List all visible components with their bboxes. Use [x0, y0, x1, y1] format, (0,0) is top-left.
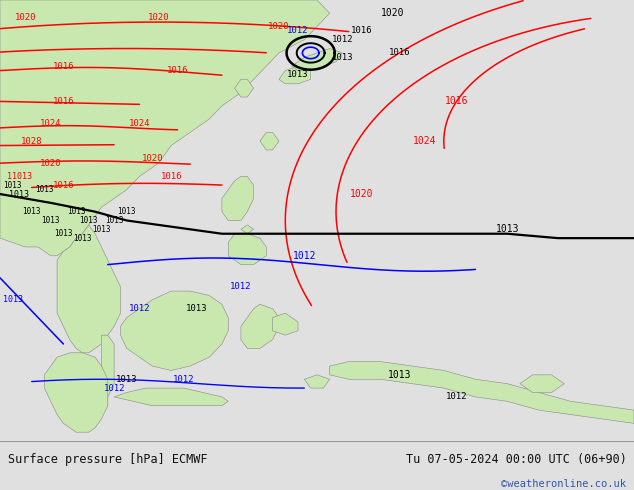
Text: 1013: 1013: [9, 190, 29, 198]
Polygon shape: [520, 375, 564, 392]
Text: 1020: 1020: [148, 13, 169, 22]
Text: 11013: 11013: [6, 172, 32, 181]
Text: 1020: 1020: [381, 8, 405, 18]
Text: 1013: 1013: [22, 207, 41, 216]
Text: 1013: 1013: [35, 185, 54, 194]
Polygon shape: [279, 66, 311, 84]
Polygon shape: [292, 49, 342, 71]
Polygon shape: [228, 234, 266, 265]
Polygon shape: [241, 304, 279, 348]
Polygon shape: [101, 335, 114, 415]
Text: Surface pressure [hPa] ECMWF: Surface pressure [hPa] ECMWF: [8, 453, 207, 466]
Text: 1013: 1013: [3, 295, 23, 304]
Text: 1013: 1013: [79, 216, 98, 225]
Text: 1024: 1024: [129, 119, 150, 128]
Text: 1020: 1020: [268, 22, 290, 31]
Polygon shape: [273, 313, 298, 335]
Polygon shape: [304, 375, 330, 388]
Polygon shape: [114, 388, 228, 406]
Text: 1016: 1016: [160, 172, 182, 181]
Text: 1013: 1013: [105, 216, 124, 225]
Text: 1016: 1016: [389, 49, 410, 57]
Text: 1016: 1016: [53, 62, 74, 71]
Text: 1016: 1016: [53, 181, 74, 190]
Text: 1016: 1016: [167, 66, 188, 75]
Text: 1013: 1013: [54, 229, 73, 238]
Text: 1012: 1012: [287, 26, 309, 35]
Polygon shape: [120, 291, 228, 370]
Polygon shape: [44, 353, 108, 432]
Polygon shape: [235, 79, 254, 97]
Text: 1013: 1013: [3, 181, 22, 190]
Text: 1016: 1016: [351, 26, 372, 35]
Text: 1028: 1028: [21, 137, 42, 146]
Text: 1012: 1012: [173, 375, 195, 384]
Text: 1013: 1013: [41, 216, 60, 225]
Text: 1016: 1016: [53, 97, 74, 106]
Text: 1013: 1013: [287, 71, 309, 79]
Text: 1013: 1013: [332, 53, 353, 62]
Text: 1012: 1012: [103, 384, 125, 392]
Text: 1013: 1013: [387, 370, 411, 380]
Text: 1013: 1013: [186, 304, 207, 313]
Text: 1020: 1020: [15, 13, 36, 22]
Text: 1012: 1012: [230, 282, 252, 291]
Text: 1012: 1012: [129, 304, 150, 313]
Text: 1020: 1020: [40, 159, 61, 168]
Polygon shape: [241, 225, 254, 234]
Text: 1024: 1024: [40, 119, 61, 128]
Text: 1013: 1013: [73, 234, 92, 243]
Polygon shape: [222, 176, 254, 220]
Text: 1013: 1013: [117, 207, 136, 216]
Text: 1012: 1012: [292, 251, 316, 261]
Polygon shape: [57, 225, 120, 353]
Text: ©weatheronline.co.uk: ©weatheronline.co.uk: [501, 479, 626, 489]
Text: 1013: 1013: [92, 225, 111, 234]
Text: 1012: 1012: [332, 35, 353, 44]
Text: 1012: 1012: [446, 392, 467, 401]
Polygon shape: [260, 132, 279, 150]
Polygon shape: [0, 0, 330, 256]
Text: 1020: 1020: [141, 154, 163, 163]
Text: 1020: 1020: [349, 189, 373, 199]
Text: 1024: 1024: [413, 136, 437, 146]
Text: 1013: 1013: [67, 207, 86, 216]
Text: Tu 07-05-2024 00:00 UTC (06+90): Tu 07-05-2024 00:00 UTC (06+90): [406, 453, 626, 466]
Polygon shape: [330, 362, 634, 423]
Text: 1013: 1013: [495, 224, 519, 234]
Text: 1016: 1016: [444, 97, 469, 106]
Text: 1013: 1013: [116, 375, 138, 384]
